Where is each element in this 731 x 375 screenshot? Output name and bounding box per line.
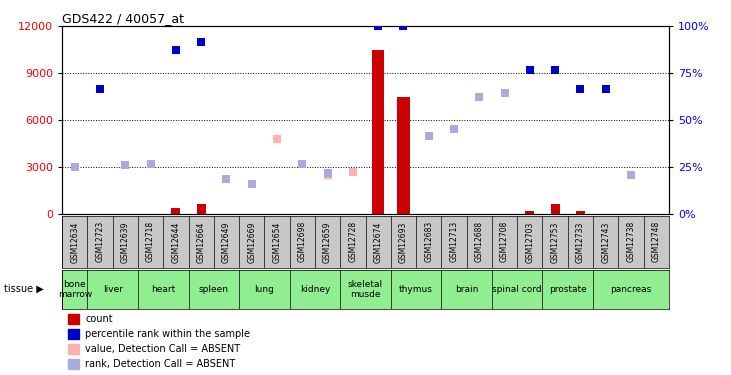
Text: kidney: kidney [300,285,330,294]
Text: GDS422 / 40057_at: GDS422 / 40057_at [62,12,184,25]
Text: percentile rank within the sample: percentile rank within the sample [86,329,250,339]
Point [271,136,283,142]
Text: GSM12693: GSM12693 [399,221,408,262]
Point [297,161,308,167]
Text: pancreas: pancreas [610,285,651,294]
Text: GSM12688: GSM12688 [474,221,484,262]
Point [372,23,384,29]
Text: count: count [86,314,113,324]
Text: GSM12708: GSM12708 [500,221,509,262]
Text: GSM12683: GSM12683 [424,221,433,262]
Point [119,162,131,168]
Point [625,172,637,178]
Bar [68,314,79,324]
Text: GSM12634: GSM12634 [70,221,79,262]
Point [322,170,333,176]
Text: GSM12639: GSM12639 [121,221,130,262]
Bar [68,359,79,369]
Bar [526,211,534,214]
Bar [68,329,79,339]
Point [524,67,536,73]
Text: GSM12733: GSM12733 [576,221,585,262]
Text: GSM12728: GSM12728 [349,221,357,262]
Text: prostate: prostate [549,285,586,294]
Point [322,172,333,178]
Point [448,126,460,132]
Text: GSM12713: GSM12713 [450,221,458,262]
Bar [172,207,181,214]
Text: GSM12669: GSM12669 [247,221,257,262]
Point [575,86,586,92]
Point [423,133,434,139]
Text: heart: heart [151,285,175,294]
Bar [68,344,79,354]
Text: lung: lung [254,285,274,294]
Text: GSM12654: GSM12654 [273,221,281,262]
Point [170,47,182,53]
Text: GSM12649: GSM12649 [222,221,231,262]
Point [398,23,409,29]
Text: spinal cord: spinal cord [493,285,542,294]
Text: GSM12723: GSM12723 [96,221,105,262]
Bar [197,204,205,214]
Point [474,94,485,100]
Text: GSM12703: GSM12703 [526,221,534,262]
Bar [399,208,408,214]
Text: bone
marrow: bone marrow [58,280,92,299]
Text: GSM12664: GSM12664 [197,221,205,262]
Text: rank, Detection Call = ABSENT: rank, Detection Call = ABSENT [86,359,235,369]
Text: tissue ▶: tissue ▶ [4,284,43,294]
Text: GSM12753: GSM12753 [550,221,560,262]
Text: GSM12718: GSM12718 [146,221,155,262]
Text: spleen: spleen [199,285,229,294]
Text: skeletal
musde: skeletal musde [348,280,383,299]
Point [246,181,257,187]
Point [145,161,156,167]
Bar [397,97,410,214]
Text: GSM12698: GSM12698 [298,221,307,262]
Point [69,164,80,170]
Point [549,67,561,73]
Point [195,39,207,45]
Text: GSM12674: GSM12674 [374,221,382,262]
Bar [372,50,385,214]
Text: GSM12644: GSM12644 [171,221,181,262]
Text: GSM12748: GSM12748 [652,221,661,262]
Bar [576,211,585,214]
Text: GSM12743: GSM12743 [601,221,610,262]
Text: liver: liver [102,285,123,294]
Point [94,86,106,92]
Text: thymus: thymus [399,285,433,294]
Point [499,90,510,96]
Point [347,169,359,175]
Point [221,176,232,182]
Text: value, Detection Call = ABSENT: value, Detection Call = ABSENT [86,344,240,354]
Text: GSM12738: GSM12738 [626,221,635,262]
Point [600,86,612,92]
Bar [550,204,559,214]
Text: brain: brain [455,285,478,294]
Point [94,86,106,92]
Text: GSM12659: GSM12659 [323,221,332,262]
